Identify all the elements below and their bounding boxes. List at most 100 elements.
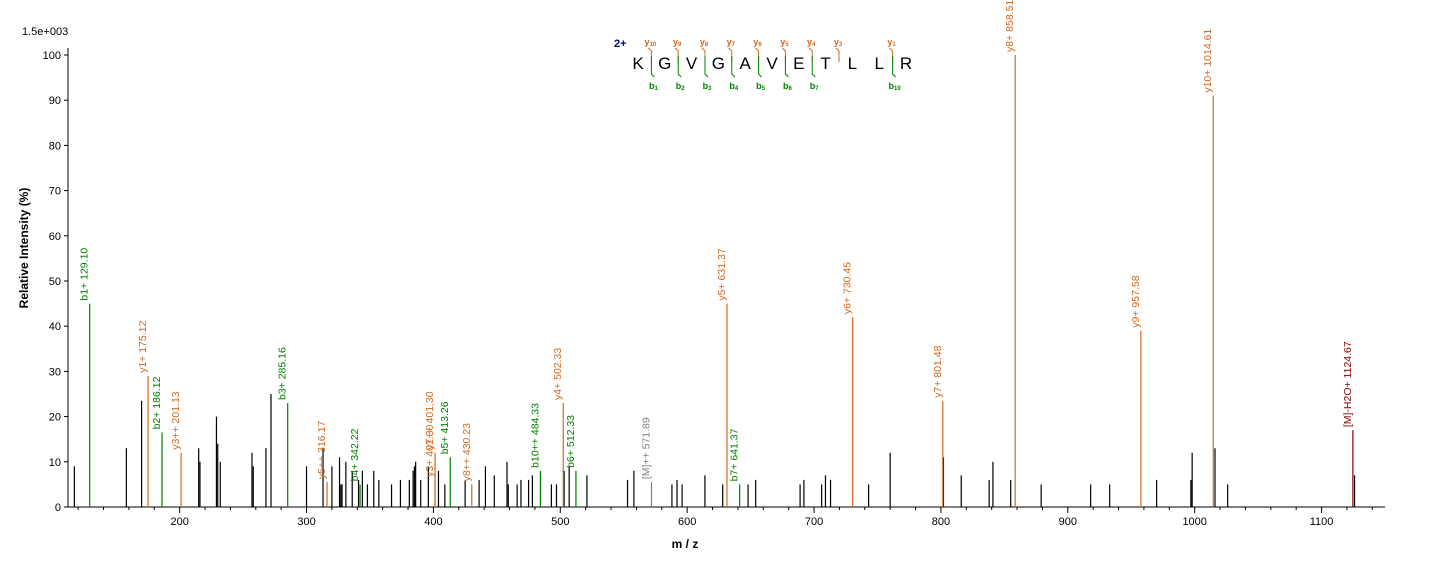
peak-label: y3++ 201.13 bbox=[170, 391, 182, 450]
sequence-residue: G bbox=[658, 54, 671, 73]
y-ion-index: 8 bbox=[705, 42, 709, 48]
y-ion-tag: y1 bbox=[887, 37, 896, 48]
peak-label: y1+ 175.12 bbox=[137, 321, 149, 373]
y-tick-label: 100 bbox=[43, 50, 61, 62]
x-tick-label: 900 bbox=[1059, 516, 1077, 528]
y-ion-tag: y3 bbox=[834, 37, 843, 48]
x-tick-label: 500 bbox=[551, 516, 569, 528]
peak-label: y6+ 730.45 bbox=[842, 262, 854, 314]
unassigned-peaks bbox=[73, 394, 1356, 507]
y-ion-index: 10 bbox=[650, 42, 657, 48]
peak-label: b3+ 285.16 bbox=[277, 347, 289, 400]
y-tick-label: 30 bbox=[49, 366, 61, 378]
peak-label: y7+ 801.48 bbox=[932, 345, 944, 397]
b-ion-marker bbox=[677, 56, 682, 78]
b-ion-index: 10 bbox=[894, 86, 901, 92]
b-ion-tag: b6 bbox=[783, 81, 793, 92]
x-tick-label: 1100 bbox=[1310, 516, 1334, 528]
sequence-residue: V bbox=[766, 54, 778, 73]
sequence-residue: E bbox=[793, 54, 804, 73]
b-ion-index: 2 bbox=[681, 86, 685, 92]
b-ion-index: 6 bbox=[788, 86, 792, 92]
b-ion-marker bbox=[811, 56, 816, 78]
peak-label: b10++ 484.33 bbox=[529, 403, 541, 468]
precursor-charge: 2+ bbox=[614, 38, 627, 50]
y-ion-tag: y7 bbox=[727, 37, 736, 48]
peak-label: b1+ 129.10 bbox=[79, 248, 91, 301]
b-ion-marker bbox=[731, 56, 736, 78]
peak-label: y8++ 430.23 bbox=[461, 423, 473, 482]
b-ion-tag: b3 bbox=[703, 81, 713, 92]
y-ion-index: 9 bbox=[678, 42, 682, 48]
peak-label: y9+ 957.58 bbox=[1130, 275, 1142, 327]
y-ion-index: 5 bbox=[785, 42, 789, 48]
sequence-residue: L bbox=[848, 54, 857, 73]
y-tick-label: 60 bbox=[49, 231, 61, 243]
y-ion-index: 7 bbox=[732, 42, 736, 48]
y-ion-index: 4 bbox=[812, 42, 816, 48]
y-tick-label: 10 bbox=[49, 457, 61, 469]
y-ion-tag: y5 bbox=[780, 37, 789, 48]
y-ion-index: 1 bbox=[892, 42, 896, 48]
peak-label: y10+ 1014.61 bbox=[1202, 29, 1214, 93]
b-ion-marker bbox=[784, 56, 789, 78]
x-tick-label: 600 bbox=[678, 516, 696, 528]
y-ion-marker bbox=[835, 47, 840, 62]
peak-label: b7+ 641.37 bbox=[729, 428, 741, 481]
x-tick-label: 800 bbox=[932, 516, 950, 528]
peak-label: b5+ 413.26 bbox=[439, 401, 451, 454]
b-ion-index: 5 bbox=[762, 86, 766, 92]
b-ion-tag: b1 bbox=[649, 81, 659, 92]
sequence-residue: A bbox=[740, 54, 752, 73]
sequence-residue: V bbox=[686, 54, 698, 73]
sequence-residue: G bbox=[712, 54, 725, 73]
peak-label: b4+ 342.22 bbox=[349, 428, 361, 481]
y-tick-label: 20 bbox=[49, 412, 61, 424]
y-tick-label: 80 bbox=[49, 140, 61, 152]
sequence-residue: R bbox=[900, 54, 912, 73]
plot-axes: 0 10 20 30 40 50 60 70 80 90 100 200 300 400 500 600 700… bbox=[43, 48, 1385, 528]
y-ion-index: 6 bbox=[758, 42, 762, 48]
y-axis-title: Relative Intensity (%) bbox=[17, 188, 31, 309]
b-ion-tag: b4 bbox=[729, 81, 739, 92]
peak-label: b6+ 512.33 bbox=[565, 415, 577, 468]
peak-label: [M]++ 571.89 bbox=[641, 417, 653, 479]
sequence-residue: K bbox=[632, 54, 644, 73]
peak-label: b2+ 186.12 bbox=[151, 376, 163, 429]
b-ion-marker bbox=[650, 56, 655, 78]
b-ion-index: 7 bbox=[815, 86, 819, 92]
y-tick-label: 40 bbox=[49, 321, 61, 333]
y-ion-index: 3 bbox=[839, 42, 843, 48]
y-tick-label: 0 bbox=[55, 502, 61, 514]
x-tick-label: 700 bbox=[805, 516, 823, 528]
b-ion-tag: b2 bbox=[676, 81, 686, 92]
peak-label: y5++ 316.17 bbox=[316, 421, 328, 480]
sequence-residue: L bbox=[874, 54, 883, 73]
peak-label: y4+ 502.33 bbox=[552, 348, 564, 400]
b-ion-marker bbox=[892, 56, 896, 78]
peak-label: y5+ 631.37 bbox=[716, 248, 728, 300]
y-tick-label: 50 bbox=[49, 276, 61, 288]
peak-label: y8+ 858.51 bbox=[1004, 0, 1016, 52]
b-ion-marker bbox=[704, 56, 709, 78]
sequence-residue: T bbox=[820, 54, 830, 73]
intensity-scale-label: 1.5e+003 bbox=[22, 26, 68, 38]
peak-label: [M]-H2O+ 1124.67 bbox=[1342, 341, 1354, 427]
y-ion-tag: y9 bbox=[673, 37, 682, 48]
b-ion-index: 4 bbox=[735, 86, 739, 92]
peak-label: y3+ 401.30 bbox=[424, 424, 436, 476]
b-ion-tag: b10 bbox=[889, 81, 902, 92]
b-ion-marker bbox=[758, 56, 762, 78]
y-tick-label: 90 bbox=[49, 95, 61, 107]
y-ion-tag: y6 bbox=[753, 37, 762, 48]
y-tick-label: 70 bbox=[49, 186, 61, 198]
b-ion-tag: b5 bbox=[756, 81, 766, 92]
x-tick-label: 1000 bbox=[1182, 516, 1206, 528]
peak-label: y7++ 401.30 bbox=[424, 391, 436, 450]
y-ion-tag: y10 bbox=[645, 37, 657, 48]
b-ion-tag: b7 bbox=[810, 81, 820, 92]
y-ion-tag: y4 bbox=[807, 37, 816, 48]
